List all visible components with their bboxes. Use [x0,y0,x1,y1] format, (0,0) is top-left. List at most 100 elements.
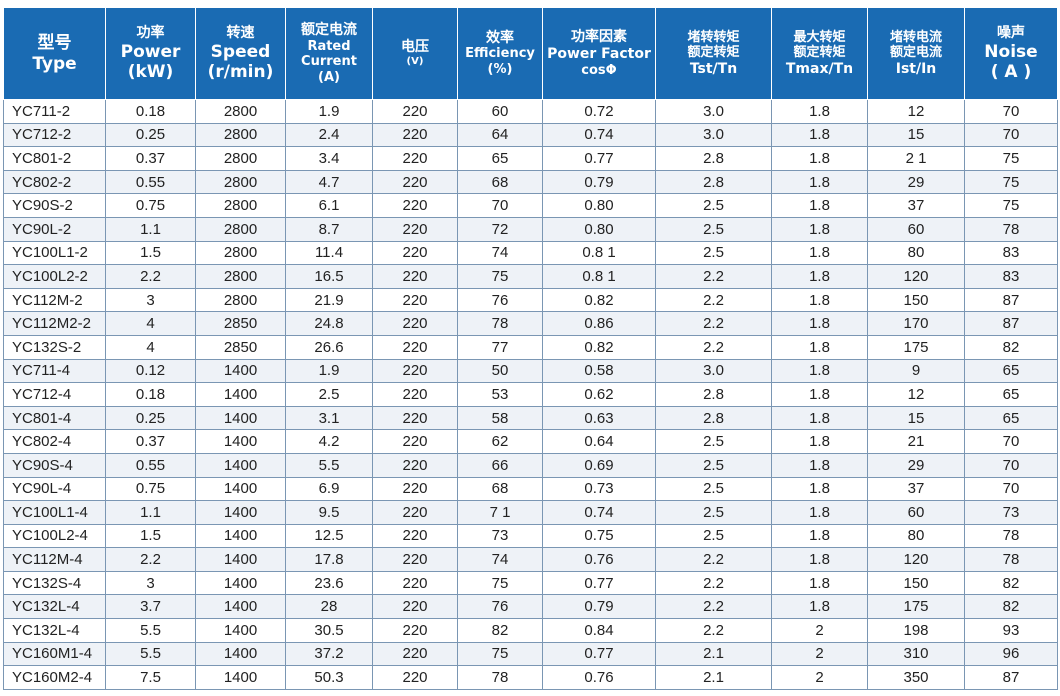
cell-efficiency: 75 [457,570,543,596]
cell-speed: 2850 [195,311,286,336]
header-max-torque-cn2: 额定转矩 [793,45,846,61]
header-current-en2: Current [301,54,357,70]
cell-speed: 2800 [195,264,286,289]
cell-voltage: 220 [372,169,458,195]
cell-rated-current: 2.5 [285,382,373,407]
cell-power: 7.5 [105,665,196,690]
cell-locked-torque-ratio: 2.2 [655,311,772,336]
cell-locked-current-ratio: 37 [867,193,965,218]
table-row: YC711-2 0.18 2800 1.9 220 60 0.72 3.0 1.8 12 70 [3,99,1058,124]
cell-efficiency: 66 [457,452,543,478]
cell-max-torque-ratio: 1.8 [771,358,868,384]
cell-speed: 2850 [195,334,286,360]
cell-noise: 87 [964,665,1058,690]
header-type-en: Type [32,53,77,74]
cell-noise: 82 [964,334,1058,360]
header-locked-torque-cn2: 额定转矩 [687,45,740,61]
cell-type: YC100L2-2 [3,264,106,289]
table-row: YC112M2-2 4 2850 24.8 220 78 0.86 2.2 1.8 170 87 [3,311,1058,336]
table-row: YC801-2 0.37 2800 3.4 220 65 0.77 2.8 1.8 2 1 75 [3,146,1058,171]
cell-efficiency: 78 [457,665,543,690]
cell-locked-current-ratio: 12 [867,99,965,124]
cell-power-factor: 0.79 [542,169,656,195]
cell-voltage: 220 [372,641,458,667]
cell-locked-torque-ratio: 3.0 [655,358,772,384]
cell-efficiency: 76 [457,594,543,620]
cell-max-torque-ratio: 1.8 [771,405,868,431]
cell-locked-torque-ratio: 2.2 [655,594,772,620]
cell-locked-torque-ratio: 3.0 [655,99,772,124]
table-row: YC90L-4 0.75 1400 6.9 220 68 0.73 2.5 1.8 37 70 [3,476,1058,502]
table-row: YC132S-4 3 1400 23.6 220 75 0.77 2.2 1.8 150 82 [3,570,1058,596]
cell-power: 1.5 [105,240,196,266]
table-row: YC100L2-4 1.5 1400 12.5 220 73 0.75 2.5 1.8 80 78 [3,523,1058,549]
cell-voltage: 220 [372,122,458,148]
cell-rated-current: 4.2 [285,429,373,454]
cell-efficiency: 73 [457,523,543,549]
header-locked-current-cn1: 堵转电流 [889,29,942,45]
cell-speed: 1400 [195,523,286,549]
header-power-factor: 功率因素 Power Factor cosΦ [542,7,656,100]
cell-type: YC132L-4 [3,618,106,643]
cell-locked-torque-ratio: 2.8 [655,405,772,431]
cell-rated-current: 5.5 [285,452,373,478]
cell-efficiency: 64 [457,122,543,148]
cell-noise: 78 [964,547,1058,572]
cell-noise: 65 [964,382,1058,407]
cell-noise: 96 [964,641,1058,667]
cell-noise: 78 [964,523,1058,549]
header-efficiency-en: Efficiency [465,46,535,62]
header-locked-current: 堵转电流 额定电流 Ist/In [867,7,965,100]
cell-max-torque-ratio: 1.8 [771,476,868,502]
cell-efficiency: 60 [457,99,543,124]
cell-max-torque-ratio: 1.8 [771,570,868,596]
cell-locked-torque-ratio: 2.2 [655,570,772,596]
cell-power: 0.75 [105,476,196,502]
cell-locked-torque-ratio: 2.8 [655,169,772,195]
cell-power-factor: 0.72 [542,99,656,124]
cell-efficiency: 72 [457,216,543,242]
table-row: YC90S-4 0.55 1400 5.5 220 66 0.69 2.5 1.8 29 70 [3,452,1058,478]
cell-speed: 2800 [195,169,286,195]
cell-power-factor: 0.8 1 [542,240,656,266]
cell-efficiency: 77 [457,334,543,360]
cell-locked-current-ratio: 12 [867,382,965,407]
cell-locked-torque-ratio: 2.8 [655,382,772,407]
cell-noise: 87 [964,311,1058,336]
cell-speed: 1400 [195,452,286,478]
header-efficiency-cn: 效率 [486,29,514,46]
cell-max-torque-ratio: 1.8 [771,146,868,171]
table-row: YC712-4 0.18 1400 2.5 220 53 0.62 2.8 1.8 12 65 [3,382,1058,407]
cell-locked-torque-ratio: 2.2 [655,264,772,289]
cell-locked-torque-ratio: 2.2 [655,287,772,313]
cell-noise: 87 [964,287,1058,313]
cell-voltage: 220 [372,99,458,124]
header-max-torque: 最大转矩 额定转矩 Tmax/Tn [771,7,868,100]
cell-rated-current: 28 [285,594,373,620]
cell-voltage: 220 [372,452,458,478]
cell-power-factor: 0.82 [542,287,656,313]
table-row: YC100L1-2 1.5 2800 11.4 220 74 0.8 1 2.5 1.8 80 83 [3,240,1058,266]
cell-efficiency: 75 [457,264,543,289]
cell-voltage: 220 [372,476,458,502]
cell-noise: 70 [964,452,1058,478]
cell-max-torque-ratio: 1.8 [771,240,868,266]
cell-locked-current-ratio: 29 [867,452,965,478]
cell-speed: 1400 [195,382,286,407]
cell-locked-current-ratio: 80 [867,523,965,549]
cell-voltage: 220 [372,146,458,171]
cell-power: 0.18 [105,382,196,407]
table-row: YC90S-2 0.75 2800 6.1 220 70 0.80 2.5 1.8 37 75 [3,193,1058,218]
header-max-torque-ratio: Tmax/Tn [785,60,854,77]
table-row: YC100L2-2 2.2 2800 16.5 220 75 0.8 1 2.2 1.8 120 8… [3,264,1058,289]
cell-locked-current-ratio: 60 [867,500,965,525]
cell-noise: 65 [964,405,1058,431]
header-type: 型号 Type [3,7,106,100]
header-rated-current: 额定电流 Rated Current (A) [285,7,373,100]
header-speed-cn: 转速 [226,24,255,41]
cell-efficiency: 75 [457,641,543,667]
cell-rated-current: 50.3 [285,665,373,690]
cell-power: 1.5 [105,523,196,549]
cell-efficiency: 53 [457,382,543,407]
cell-type: YC132S-2 [3,334,106,360]
